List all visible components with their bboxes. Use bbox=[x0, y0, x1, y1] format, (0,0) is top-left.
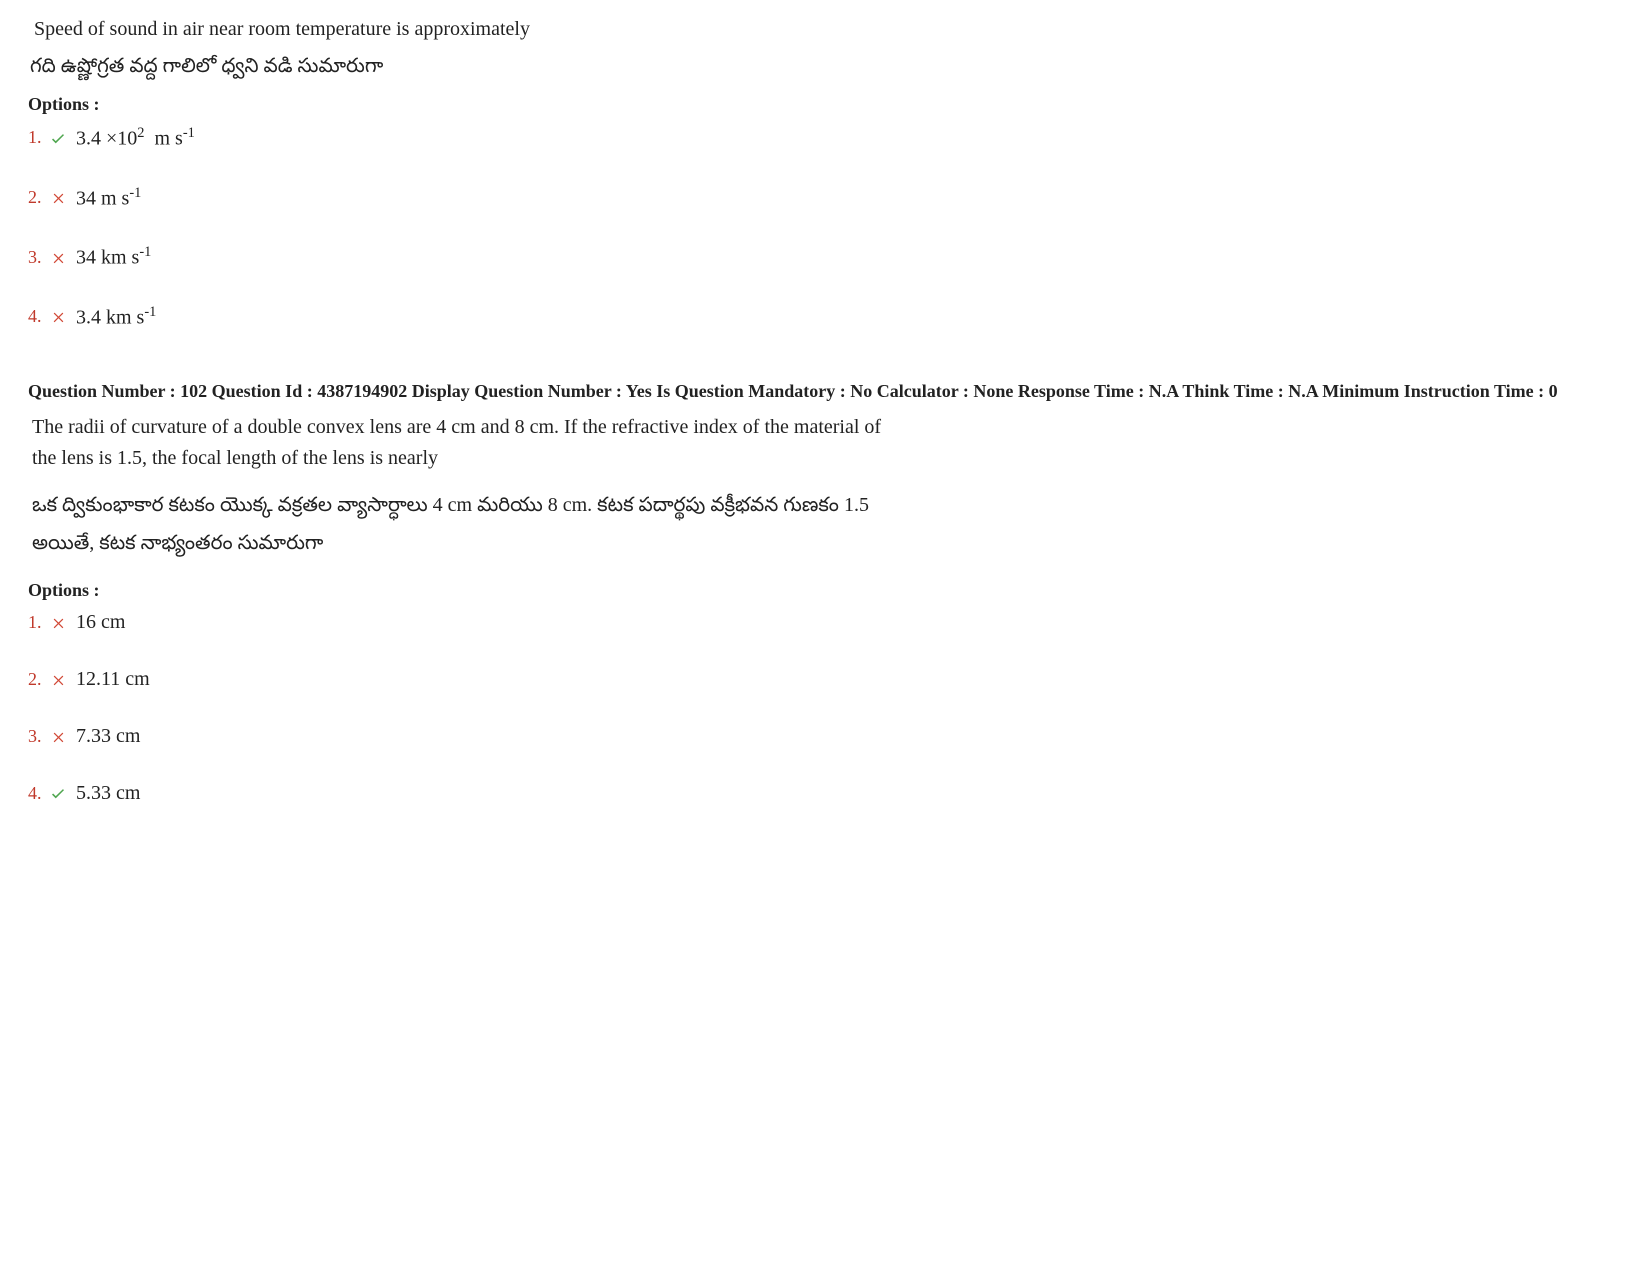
option-row: 4. 5.33 cm bbox=[28, 782, 1623, 805]
q1-text-en: Speed of sound in air near room temperat… bbox=[34, 18, 1623, 41]
q1-options-container: 1. 3.4 ×102 m s-1 2. 34 m s-1 3. 34 km s-1 4. 3… bbox=[28, 125, 1623, 330]
option-text: 34 km s-1 bbox=[76, 244, 151, 270]
option-mark bbox=[48, 307, 68, 327]
option-row: 3. 7.33 cm bbox=[28, 725, 1623, 748]
option-number: 3. bbox=[28, 247, 44, 268]
q2-options-container: 1. 16 cm 2. 12.11 cm 3. 7.33 cm 4. 5.33 cm bbox=[28, 611, 1623, 805]
option-number: 4. bbox=[28, 306, 44, 327]
cross-icon bbox=[51, 729, 66, 744]
option-row: 3. 34 km s-1 bbox=[28, 244, 1623, 270]
cross-icon bbox=[51, 672, 66, 687]
option-number: 1. bbox=[28, 127, 44, 148]
check-icon bbox=[49, 784, 67, 802]
option-text: 12.11 cm bbox=[76, 668, 150, 691]
option-row: 1. 3.4 ×102 m s-1 bbox=[28, 125, 1623, 151]
option-text: 7.33 cm bbox=[76, 725, 140, 748]
option-mark bbox=[48, 783, 68, 803]
q2-options-label: Options : bbox=[28, 580, 1623, 601]
q1-text-te: గది ఉష్ణోగ్రత వద్ద గాలిలో ధ్వని వడి సుమా… bbox=[30, 55, 1623, 82]
option-row: 1. 16 cm bbox=[28, 611, 1623, 634]
option-mark bbox=[48, 187, 68, 207]
option-mark bbox=[48, 669, 68, 689]
option-mark bbox=[48, 726, 68, 746]
option-text: 3.4 ×102 m s-1 bbox=[76, 125, 195, 151]
option-mark bbox=[48, 128, 68, 148]
question-meta: Question Number : 102 Question Id : 4387… bbox=[28, 378, 1623, 404]
option-row: 2. 12.11 cm bbox=[28, 668, 1623, 691]
option-row: 4. 3.4 km s-1 bbox=[28, 304, 1623, 330]
option-number: 1. bbox=[28, 612, 44, 633]
cross-icon bbox=[51, 615, 66, 630]
option-number: 2. bbox=[28, 669, 44, 690]
option-number: 3. bbox=[28, 726, 44, 747]
option-text: 34 m s-1 bbox=[76, 185, 141, 211]
option-mark bbox=[48, 612, 68, 632]
option-text: 16 cm bbox=[76, 611, 125, 634]
option-number: 2. bbox=[28, 187, 44, 208]
option-text: 5.33 cm bbox=[76, 782, 140, 805]
check-icon bbox=[49, 129, 67, 147]
option-row: 2. 34 m s-1 bbox=[28, 185, 1623, 211]
q1-options-label: Options : bbox=[28, 94, 1623, 115]
q2-text-en: The radii of curvature of a double conve… bbox=[32, 412, 882, 474]
option-number: 4. bbox=[28, 783, 44, 804]
cross-icon bbox=[51, 190, 66, 205]
option-mark bbox=[48, 247, 68, 267]
cross-icon bbox=[51, 309, 66, 324]
cross-icon bbox=[51, 250, 66, 265]
option-text: 3.4 km s-1 bbox=[76, 304, 156, 330]
q2-text-te: ఒక ద్వికుంభాకార కటకం యొక్క వక్రతల వ్యాసా… bbox=[32, 486, 932, 562]
